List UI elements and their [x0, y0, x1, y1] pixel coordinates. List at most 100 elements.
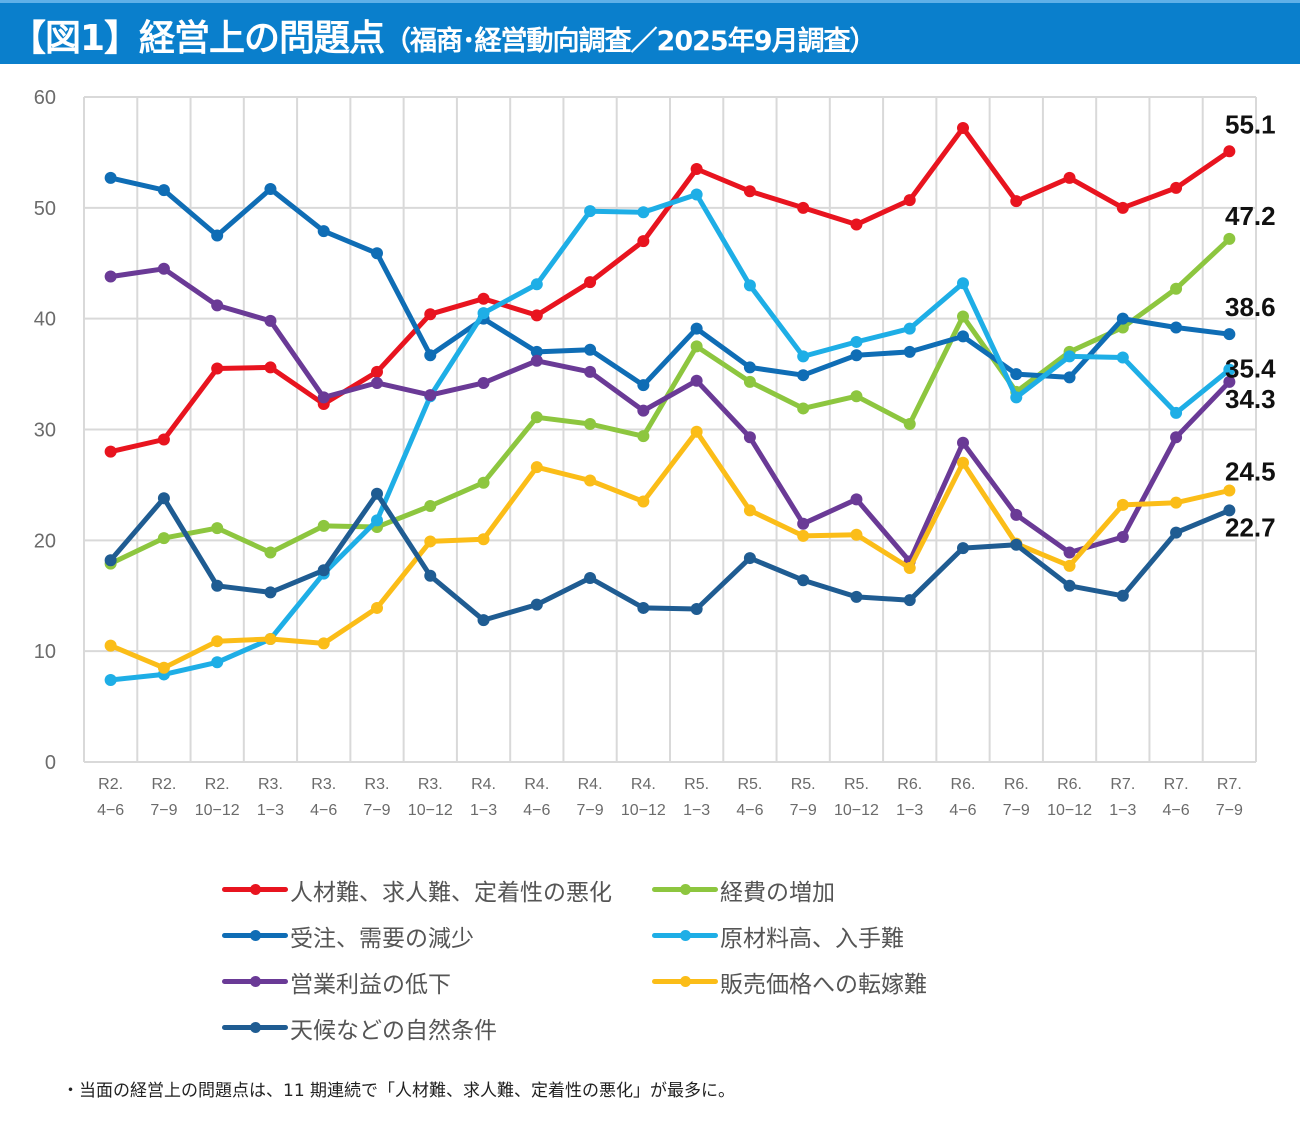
data-point: [1223, 375, 1236, 388]
end-value-label: 35.4: [1225, 354, 1276, 384]
data-point: [211, 362, 224, 375]
data-point: [743, 375, 756, 388]
data-point: [477, 476, 490, 489]
data-point: [797, 402, 810, 415]
legend-label: 原材料高、入手難: [720, 926, 904, 952]
data-point: [903, 194, 916, 207]
line-chart: 0 10 20 30 40 50 60 R2. 4−6 R2. 7−9 R2. 10−12 R3. 1−3…: [34, 87, 1276, 819]
y-axis-ticks: 0 10 20 30 40 50 60: [34, 87, 56, 774]
data-point: [743, 185, 756, 198]
x-tick-label-year: R2.: [205, 776, 230, 793]
title-main: 【図1】経営上の問題点: [10, 18, 385, 59]
x-tick-label-months: 1−3: [257, 802, 284, 819]
data-point: [584, 205, 597, 218]
data-point: [743, 552, 756, 565]
data-point: [637, 601, 650, 614]
data-point: [584, 276, 597, 289]
data-point: [637, 404, 650, 417]
end-labels: 55.1 47.2 38.6 35.434.3 24.5 22.7: [1225, 109, 1276, 542]
series-line: [108, 192, 1232, 683]
x-tick-label-months: 1−3: [470, 802, 497, 819]
data-point: [264, 632, 277, 645]
data-point: [1223, 504, 1236, 517]
x-tick-label-months: 1−3: [896, 802, 923, 819]
data-point: [371, 247, 383, 260]
x-tick-label-months: 7−9: [790, 802, 817, 819]
data-point: [957, 310, 969, 323]
data-point: [317, 637, 330, 650]
data-point: [1010, 391, 1023, 404]
data-point: [264, 586, 277, 599]
data-point: [903, 322, 916, 335]
y-tick-label: 30: [34, 420, 56, 442]
data-point: [1116, 498, 1129, 511]
x-tick-label-months: 10−12: [1047, 802, 1092, 819]
x-tick-label-months: 10−12: [195, 802, 240, 819]
data-point: [1116, 531, 1129, 544]
data-point: [530, 461, 543, 474]
x-tick-label-year: R6.: [951, 776, 976, 793]
data-point: [690, 188, 703, 201]
series-3: [104, 188, 1236, 686]
data-point: [690, 374, 703, 387]
end-value-label: 47.2: [1225, 201, 1276, 231]
data-point: [424, 499, 437, 512]
legend-swatch-icon: [652, 962, 718, 1002]
data-point: [584, 365, 597, 378]
x-tick-label-months: 4−6: [736, 802, 763, 819]
x-tick-label-months: 4−6: [523, 802, 550, 819]
data-point: [1170, 526, 1183, 539]
data-point: [530, 598, 543, 611]
data-point: [957, 456, 969, 469]
end-value-label: 22.7: [1225, 512, 1276, 542]
series-4: [104, 262, 1236, 568]
data-point: [317, 519, 330, 532]
data-point: [1116, 589, 1129, 602]
data-point: [424, 308, 437, 321]
data-point: [104, 270, 117, 283]
legend-swatch-icon: [222, 916, 288, 956]
data-point: [211, 656, 224, 669]
x-tick-label-months: 7−9: [1003, 802, 1030, 819]
series-1: [104, 232, 1236, 570]
legend-swatch-icon: [222, 962, 288, 1002]
y-tick-label: 50: [34, 198, 56, 220]
x-tick-label-months: 10−12: [621, 802, 666, 819]
legend-label: 販売価格への転嫁難: [720, 972, 927, 998]
data-point: [317, 564, 330, 577]
x-axis-ticks: R2. 4−6 R2. 7−9 R2. 10−12 R3. 1−3 R3. 4−6 R3. 7−9 R3…: [97, 776, 1243, 819]
data-point: [690, 603, 703, 616]
legend-label: 受注、需要の減少: [290, 926, 474, 952]
legend-item: 天候などの自然条件: [222, 1008, 497, 1048]
series-line: [108, 429, 1232, 671]
x-tick-label-year: R5.: [791, 776, 816, 793]
data-point: [1063, 371, 1076, 384]
data-point: [637, 235, 650, 248]
data-point: [317, 391, 330, 404]
data-point: [424, 389, 437, 402]
data-point: [957, 122, 969, 135]
data-point: [797, 201, 810, 214]
data-point: [157, 492, 170, 505]
series-line: [108, 266, 1232, 564]
y-tick-label: 0: [45, 752, 56, 774]
legend-item: 営業利益の低下: [222, 962, 451, 1002]
data-point: [317, 225, 330, 238]
data-point: [104, 639, 117, 652]
x-tick-label-months: 4−6: [97, 802, 124, 819]
x-tick-label-year: R4.: [524, 776, 549, 793]
data-point: [1010, 195, 1023, 208]
x-tick-label-year: R4.: [631, 776, 656, 793]
data-point: [850, 590, 863, 603]
data-point: [1223, 145, 1236, 158]
data-point: [1170, 496, 1183, 509]
data-point: [1010, 508, 1023, 521]
series-6: [104, 487, 1236, 627]
data-point: [477, 376, 490, 389]
data-point: [264, 182, 277, 195]
x-tick-label-year: R2.: [151, 776, 176, 793]
data-point: [530, 278, 543, 291]
data-point: [743, 279, 756, 292]
y-tick-label: 40: [34, 309, 56, 331]
x-tick-label-months: 7−9: [363, 802, 390, 819]
